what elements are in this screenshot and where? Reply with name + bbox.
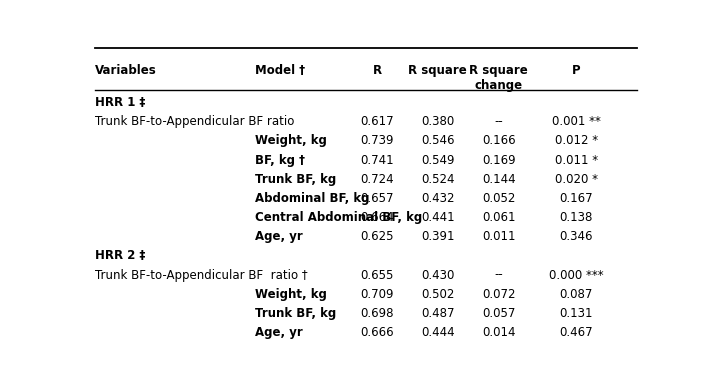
Text: Trunk BF-to-Appendicular BF  ratio †: Trunk BF-to-Appendicular BF ratio † bbox=[95, 269, 308, 281]
Text: 0.709: 0.709 bbox=[361, 288, 393, 301]
Text: Trunk BF-to-Appendicular BF ratio: Trunk BF-to-Appendicular BF ratio bbox=[95, 115, 294, 128]
Text: R square
change: R square change bbox=[469, 64, 528, 92]
Text: 0.001 **: 0.001 ** bbox=[552, 115, 600, 128]
Text: 0.655: 0.655 bbox=[361, 269, 393, 281]
Text: 0.087: 0.087 bbox=[560, 288, 593, 301]
Text: 0.391: 0.391 bbox=[421, 230, 455, 243]
Text: 0.666: 0.666 bbox=[360, 326, 394, 339]
Text: 0.664: 0.664 bbox=[360, 211, 394, 224]
Text: 0.011 *: 0.011 * bbox=[555, 154, 598, 167]
Text: 0.061: 0.061 bbox=[482, 211, 516, 224]
Text: Central Abdominal BF, kg: Central Abdominal BF, kg bbox=[256, 211, 423, 224]
Text: 0.057: 0.057 bbox=[482, 307, 516, 320]
Text: 0.346: 0.346 bbox=[560, 230, 593, 243]
Text: 0.724: 0.724 bbox=[360, 173, 394, 186]
Text: Age, yr: Age, yr bbox=[256, 230, 303, 243]
Text: 0.487: 0.487 bbox=[421, 307, 455, 320]
Text: HRR 2 ‡: HRR 2 ‡ bbox=[95, 249, 145, 262]
Text: 0.052: 0.052 bbox=[482, 192, 516, 205]
Text: 0.000 ***: 0.000 *** bbox=[549, 269, 603, 281]
Text: 0.072: 0.072 bbox=[482, 288, 516, 301]
Text: 0.441: 0.441 bbox=[421, 211, 455, 224]
Text: Weight, kg: Weight, kg bbox=[256, 134, 327, 147]
Text: 0.011: 0.011 bbox=[482, 230, 516, 243]
Text: Trunk BF, kg: Trunk BF, kg bbox=[256, 307, 336, 320]
Text: 0.169: 0.169 bbox=[482, 154, 516, 167]
Text: 0.012 *: 0.012 * bbox=[555, 134, 598, 147]
Text: --: -- bbox=[494, 269, 503, 281]
Text: P: P bbox=[572, 64, 580, 76]
Text: Model †: Model † bbox=[256, 64, 306, 76]
Text: 0.380: 0.380 bbox=[421, 115, 455, 128]
Text: R square: R square bbox=[408, 64, 467, 76]
Text: 0.430: 0.430 bbox=[421, 269, 455, 281]
Text: Abdominal BF, kg: Abdominal BF, kg bbox=[256, 192, 370, 205]
Text: HRR 1 ‡: HRR 1 ‡ bbox=[95, 96, 145, 109]
Text: 0.549: 0.549 bbox=[421, 154, 455, 167]
Text: 0.432: 0.432 bbox=[421, 192, 455, 205]
Text: 0.131: 0.131 bbox=[560, 307, 593, 320]
Text: 0.166: 0.166 bbox=[482, 134, 516, 147]
Text: Weight, kg: Weight, kg bbox=[256, 288, 327, 301]
Text: 0.524: 0.524 bbox=[421, 173, 455, 186]
Text: 0.546: 0.546 bbox=[421, 134, 455, 147]
Text: BF, kg †: BF, kg † bbox=[256, 154, 306, 167]
Text: 0.625: 0.625 bbox=[361, 230, 393, 243]
Text: Age, yr: Age, yr bbox=[256, 326, 303, 339]
Text: 0.657: 0.657 bbox=[361, 192, 393, 205]
Text: 0.467: 0.467 bbox=[559, 326, 593, 339]
Text: 0.444: 0.444 bbox=[421, 326, 455, 339]
Text: 0.502: 0.502 bbox=[421, 288, 455, 301]
Text: 0.020 *: 0.020 * bbox=[555, 173, 598, 186]
Text: R: R bbox=[373, 64, 381, 76]
Text: 0.167: 0.167 bbox=[559, 192, 593, 205]
Text: Variables: Variables bbox=[95, 64, 156, 76]
Text: 0.739: 0.739 bbox=[361, 134, 393, 147]
Text: 0.014: 0.014 bbox=[482, 326, 516, 339]
Text: --: -- bbox=[494, 115, 503, 128]
Text: 0.617: 0.617 bbox=[360, 115, 394, 128]
Text: 0.138: 0.138 bbox=[560, 211, 593, 224]
Text: 0.741: 0.741 bbox=[360, 154, 394, 167]
Text: 0.698: 0.698 bbox=[361, 307, 393, 320]
Text: Trunk BF, kg: Trunk BF, kg bbox=[256, 173, 336, 186]
Text: 0.144: 0.144 bbox=[482, 173, 516, 186]
